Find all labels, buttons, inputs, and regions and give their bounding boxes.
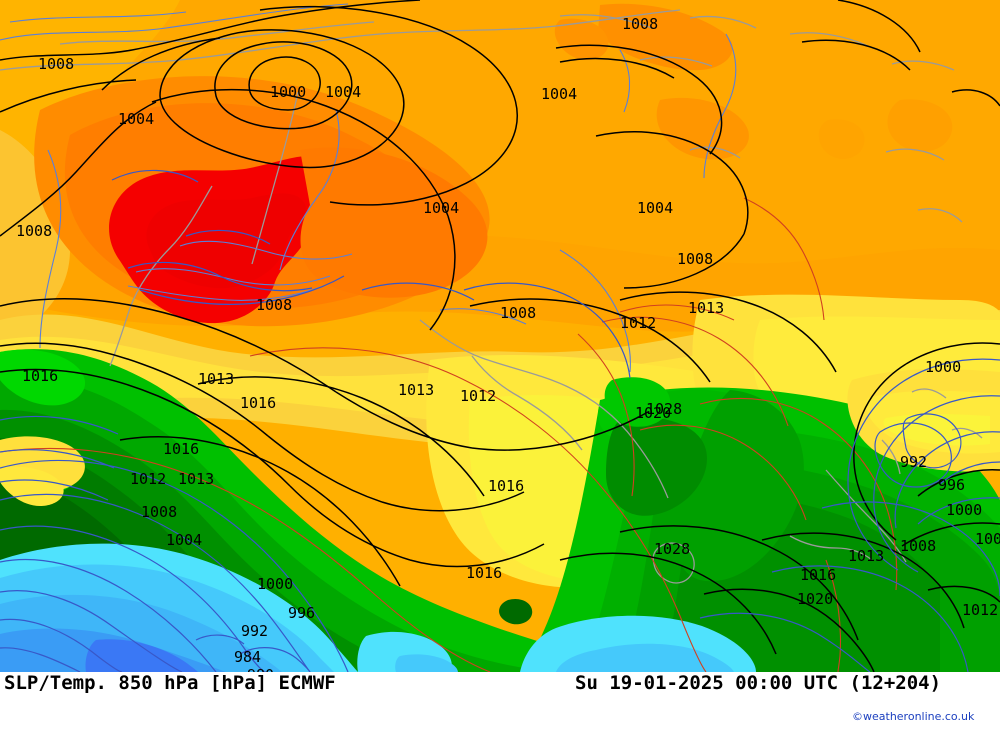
river-layer bbox=[0, 3, 737, 373]
run-valid-time: Su 19-01-2025 00:00 UTC (12+204) bbox=[575, 672, 942, 694]
footer-bar: SLP/Temp. 850 hPa [hPa] ECMWF Su 19-01-2… bbox=[0, 672, 1000, 733]
isobar-blue-layer bbox=[0, 169, 1000, 672]
copyright-notice: ©weatheronline.co.uk bbox=[852, 710, 975, 723]
map-graphic bbox=[0, 0, 1000, 672]
temperature-shading-layer bbox=[0, 0, 1000, 672]
isobar-black-layer bbox=[0, 0, 1000, 672]
chart-title: SLP/Temp. 850 hPa [hPa] ECMWF bbox=[4, 672, 336, 694]
thin-red-contour-layer bbox=[0, 197, 898, 672]
map-canvas[interactable]: 1008 1004 1000 1004 1008 1004 1004 1004 1008 1008… bbox=[0, 0, 1000, 672]
